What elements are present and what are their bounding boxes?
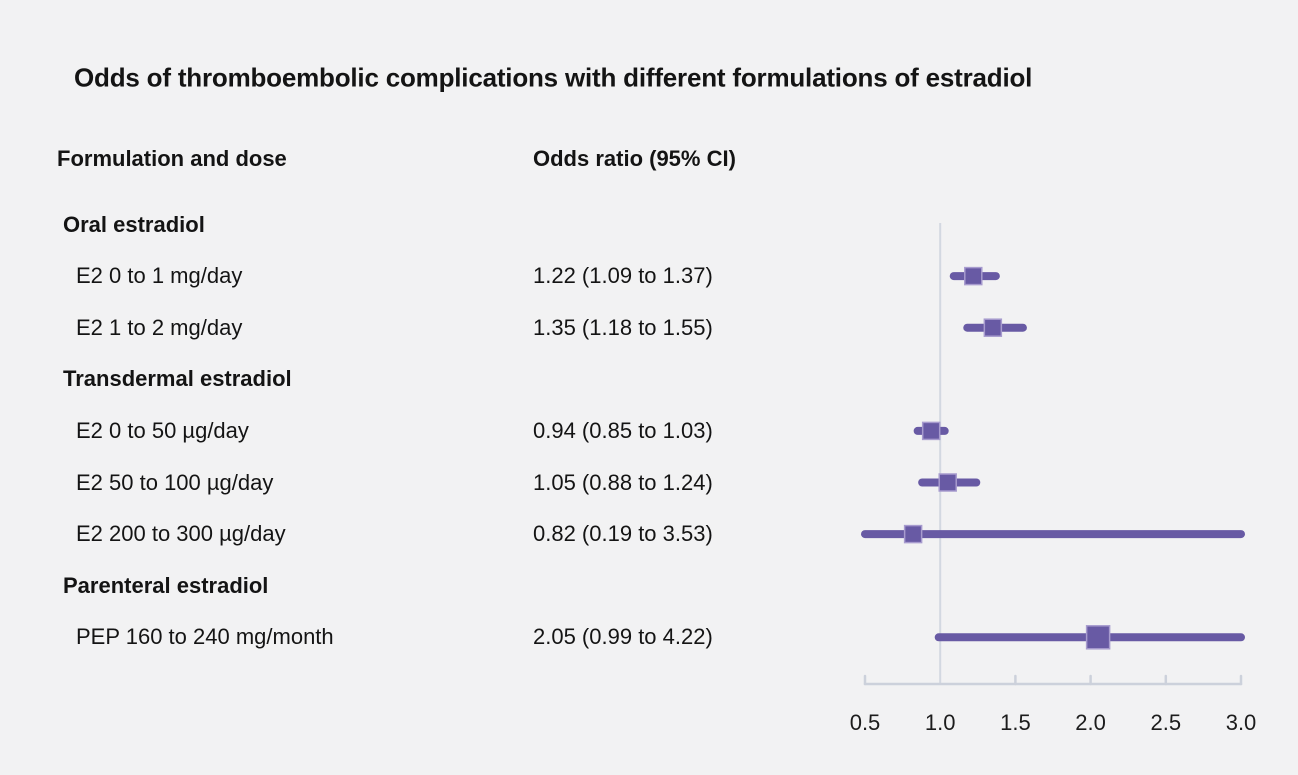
axis-tick-label: 1.5 [1000, 710, 1031, 735]
column-header-odds-ratio: Odds ratio (95% CI) [533, 146, 736, 171]
figure-title: Odds of thromboembolic complications wit… [74, 62, 1033, 93]
row-value: 2.05 (0.99 to 4.22) [533, 624, 713, 650]
axis-tick-label: 2.0 [1075, 710, 1106, 735]
group-header: Transdermal estradiol [63, 366, 292, 392]
axis-tick-label: 2.5 [1150, 710, 1182, 735]
point-estimate-marker [903, 524, 923, 544]
axis-tick-label: 3.0 [1225, 710, 1257, 735]
row-value: 1.22 (1.09 to 1.37) [533, 263, 713, 289]
row-value: 1.35 (1.18 to 1.55) [533, 314, 713, 340]
group-header: Oral estradiol [63, 211, 205, 237]
row-label: E2 0 to 50 µg/day [76, 417, 249, 443]
group-header: Parenteral estradiol [63, 572, 269, 598]
column-header-formulation-and-dose: Formulation and dose [57, 146, 287, 171]
axis-tick-label: 0.5 [849, 710, 881, 735]
row-label: PEP 160 to 240 mg/month [76, 624, 334, 650]
row-value: 0.94 (0.85 to 1.03) [533, 417, 713, 443]
row-label: E2 200 to 300 µg/day [76, 521, 286, 547]
axis-tick-label: 1.0 [924, 710, 956, 735]
row-label: E2 50 to 100 µg/day [76, 469, 274, 495]
row-value: 1.05 (0.88 to 1.24) [533, 469, 713, 495]
point-estimate-marker [1085, 625, 1111, 650]
point-estimate-marker [938, 473, 957, 492]
point-estimate-marker [964, 266, 983, 286]
point-estimate-marker [983, 318, 1003, 337]
point-estimate-marker [921, 421, 941, 441]
row-label: E2 1 to 2 mg/day [76, 314, 243, 340]
row-value: 0.82 (0.19 to 3.53) [533, 521, 713, 547]
row-label: E2 0 to 1 mg/day [76, 263, 243, 289]
